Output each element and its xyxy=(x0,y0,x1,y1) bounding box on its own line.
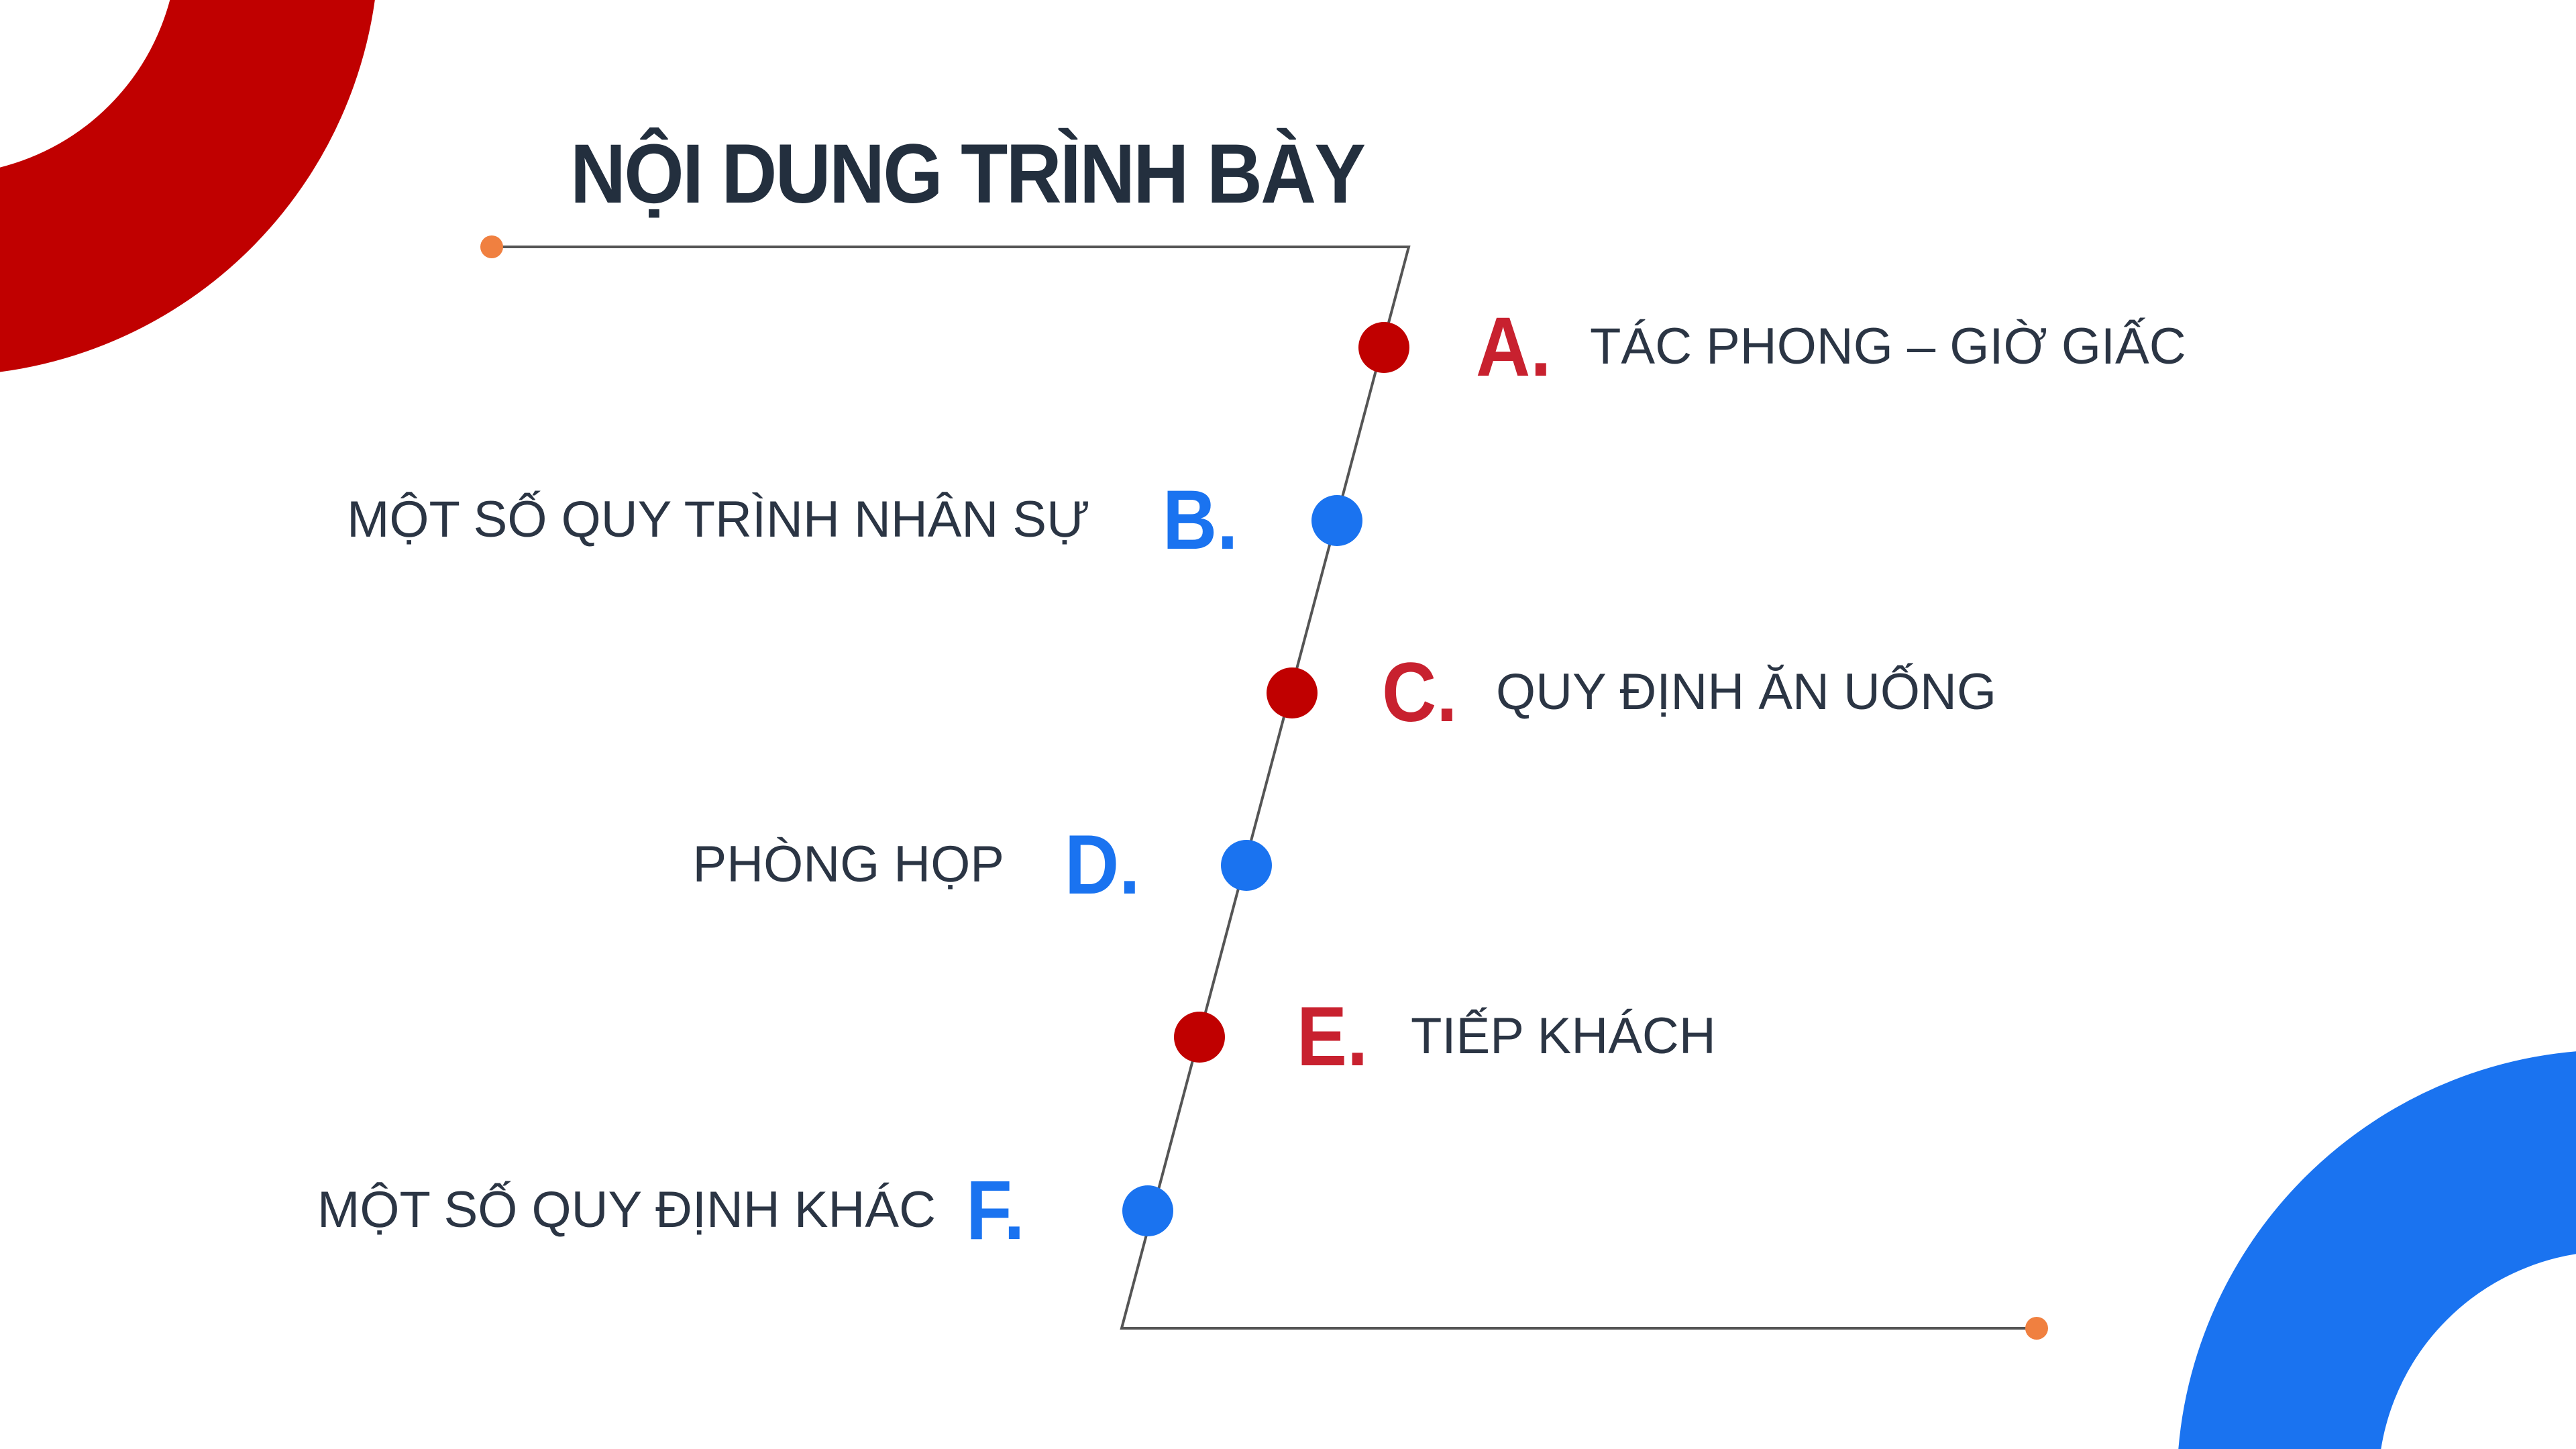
item-c-label: QUY ĐỊNH ĂN UỐNG xyxy=(1496,663,1997,720)
item-e-letter: E. xyxy=(1297,990,1368,1083)
item-e-label: TIẾP KHÁCH xyxy=(1411,1008,1716,1065)
item-c-letter: C. xyxy=(1382,646,1458,739)
item-f-dot xyxy=(1122,1185,1173,1236)
timeline-line xyxy=(492,246,2037,1330)
item-d-label: PHÒNG HỌP xyxy=(692,836,1005,893)
item-f-label: MỘT SỐ QUY ĐỊNH KHÁC xyxy=(317,1181,936,1238)
item-a-letter: A. xyxy=(1476,301,1552,394)
item-d-letter: D. xyxy=(1065,818,1140,912)
timeline-start-dot xyxy=(480,235,503,258)
item-d-dot xyxy=(1221,840,1272,891)
item-b-dot xyxy=(1311,495,1362,546)
slide-title: NỘI DUNG TRÌNH BÀY xyxy=(570,127,1366,221)
item-c-dot xyxy=(1267,667,1318,718)
item-f-letter: F. xyxy=(966,1164,1025,1257)
item-a-label: TÁC PHONG – GIỜ GIẤC xyxy=(1590,318,2186,375)
item-b-label: MỘT SỐ QUY TRÌNH NHÂN SỰ xyxy=(347,491,1090,548)
item-e-dot xyxy=(1174,1012,1225,1063)
item-b-letter: B. xyxy=(1163,474,1238,567)
timeline-end-dot xyxy=(2025,1317,2048,1340)
item-a-dot xyxy=(1358,322,1409,373)
